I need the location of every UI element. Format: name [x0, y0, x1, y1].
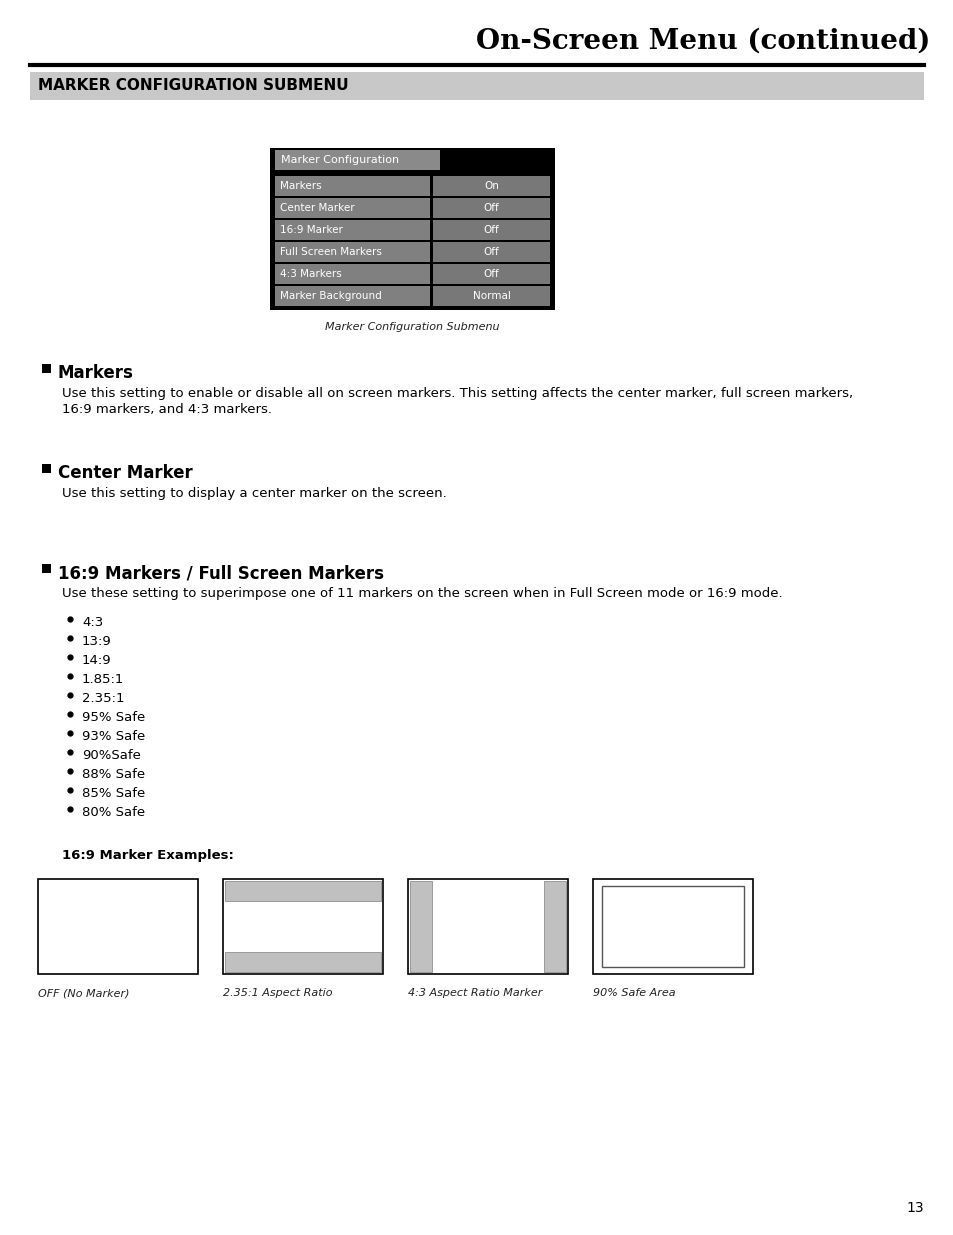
Text: Off: Off	[483, 225, 498, 235]
Text: Use these setting to superimpose one of 11 markers on the screen when in Full Sc: Use these setting to superimpose one of …	[62, 587, 781, 600]
Bar	[274, 177, 430, 196]
Text: Markers: Markers	[58, 364, 133, 382]
Text: 4:3: 4:3	[82, 616, 103, 629]
Text: 88% Safe: 88% Safe	[82, 768, 145, 781]
Bar	[274, 220, 430, 240]
Bar	[274, 287, 430, 306]
Bar	[601, 885, 743, 967]
Text: Off: Off	[483, 247, 498, 257]
Text: Marker Configuration Submenu: Marker Configuration Submenu	[325, 322, 499, 332]
Bar	[42, 464, 51, 473]
Text: Off: Off	[483, 269, 498, 279]
Bar	[270, 148, 555, 310]
Text: Center Marker: Center Marker	[58, 464, 193, 482]
Text: 1.85:1: 1.85:1	[82, 673, 124, 685]
Text: 16:9 Marker: 16:9 Marker	[280, 225, 342, 235]
Bar	[433, 198, 550, 219]
Text: OFF (No Marker): OFF (No Marker)	[38, 988, 130, 998]
Text: 14:9: 14:9	[82, 655, 112, 667]
Text: Use this setting to enable or disable all on screen markers. This setting affect: Use this setting to enable or disable al…	[62, 387, 852, 400]
Text: 4:3 Markers: 4:3 Markers	[280, 269, 341, 279]
Bar	[225, 952, 380, 972]
Text: Off: Off	[483, 203, 498, 212]
Text: 85% Safe: 85% Safe	[82, 787, 145, 800]
Bar	[274, 242, 430, 262]
Bar	[543, 881, 565, 972]
Bar	[274, 198, 430, 219]
Bar	[408, 879, 567, 974]
Bar	[433, 242, 550, 262]
Bar	[42, 364, 51, 373]
Text: MARKER CONFIGURATION SUBMENU: MARKER CONFIGURATION SUBMENU	[38, 79, 348, 94]
Bar	[42, 564, 51, 573]
Bar	[38, 879, 198, 974]
Text: 90% Safe Area: 90% Safe Area	[593, 988, 675, 998]
Text: Markers: Markers	[280, 182, 321, 191]
Text: Normal: Normal	[472, 291, 510, 301]
Bar	[433, 264, 550, 284]
Text: 16:9 Markers / Full Screen Markers: 16:9 Markers / Full Screen Markers	[58, 564, 384, 582]
Text: Full Screen Markers: Full Screen Markers	[280, 247, 381, 257]
Bar	[593, 879, 752, 974]
Bar	[225, 881, 380, 902]
Text: On: On	[483, 182, 498, 191]
Bar	[274, 149, 439, 170]
Text: 2.35:1 Aspect Ratio: 2.35:1 Aspect Ratio	[223, 988, 333, 998]
Bar	[223, 879, 382, 974]
Text: 80% Safe: 80% Safe	[82, 806, 145, 819]
Text: 16:9 Marker Examples:: 16:9 Marker Examples:	[62, 848, 233, 862]
Text: On-Screen Menu (continued): On-Screen Menu (continued)	[476, 28, 929, 56]
Text: 95% Safe: 95% Safe	[82, 711, 145, 724]
Bar	[433, 177, 550, 196]
Text: Marker Configuration: Marker Configuration	[281, 156, 398, 165]
Text: 16:9 markers, and 4:3 markers.: 16:9 markers, and 4:3 markers.	[62, 403, 272, 416]
Text: 93% Safe: 93% Safe	[82, 730, 145, 743]
Text: Use this setting to display a center marker on the screen.: Use this setting to display a center mar…	[62, 487, 446, 500]
Text: Center Marker: Center Marker	[280, 203, 355, 212]
Bar	[433, 287, 550, 306]
Bar	[410, 881, 432, 972]
Text: 4:3 Aspect Ratio Marker: 4:3 Aspect Ratio Marker	[408, 988, 542, 998]
Bar	[274, 264, 430, 284]
Bar	[30, 72, 923, 100]
Text: 13: 13	[905, 1200, 923, 1215]
Bar	[433, 220, 550, 240]
Text: 2.35:1: 2.35:1	[82, 692, 125, 705]
Text: 13:9: 13:9	[82, 635, 112, 648]
Text: Marker Background: Marker Background	[280, 291, 381, 301]
Text: 90%Safe: 90%Safe	[82, 748, 141, 762]
